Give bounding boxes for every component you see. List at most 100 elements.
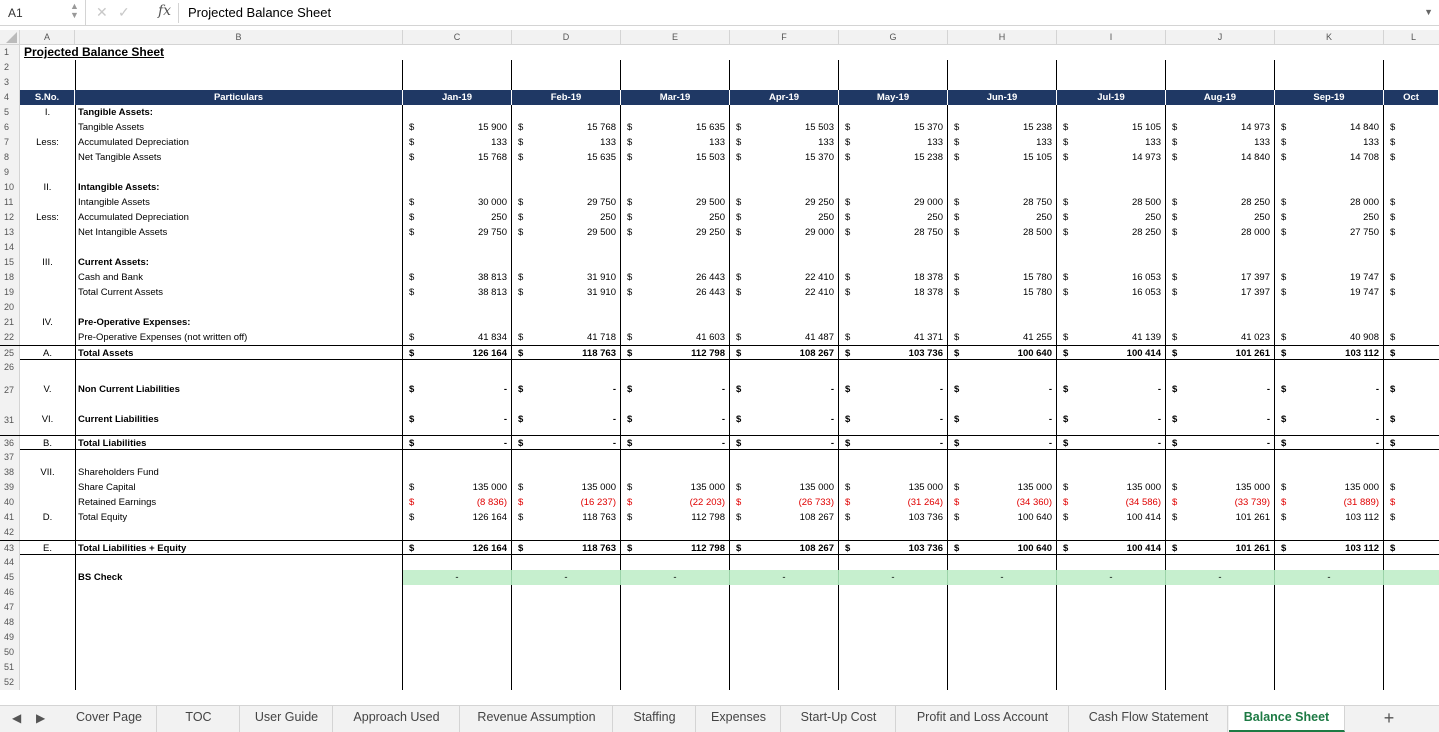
empty-cell[interactable] [1275, 600, 1384, 615]
row-number[interactable]: 13 [0, 225, 20, 240]
empty-cell[interactable] [621, 525, 730, 540]
value-cell[interactable]: 16 053 [1077, 285, 1166, 300]
value-cell[interactable]: 15 238 [859, 150, 948, 165]
empty-cell[interactable] [403, 255, 512, 270]
empty-cell[interactable] [512, 450, 621, 465]
empty-cell[interactable] [403, 660, 512, 675]
value-cell[interactable]: 250 [750, 210, 839, 225]
value-cell[interactable]: - [968, 436, 1057, 451]
confirm-check-icon[interactable]: ✓ [118, 4, 130, 20]
empty-cell[interactable] [1275, 525, 1384, 540]
empty-cell[interactable] [839, 105, 948, 120]
value-cell[interactable]: (33 739) [1186, 495, 1275, 510]
empty-cell[interactable] [1166, 60, 1275, 75]
particulars-cell[interactable]: Intangible Assets [75, 195, 403, 210]
empty-cell[interactable] [948, 465, 1057, 480]
empty-cell[interactable] [1166, 255, 1275, 270]
row-number[interactable]: 44 [0, 555, 20, 570]
empty-cell[interactable] [1057, 75, 1166, 90]
value-cell[interactable]: 22 410 [750, 285, 839, 300]
row-number[interactable]: 38 [0, 465, 20, 480]
value-cell[interactable]: 108 267 [750, 541, 839, 556]
sheet-tab[interactable]: Profit and Loss Account [897, 706, 1069, 732]
value-cell[interactable]: 103 112 [1295, 346, 1384, 361]
empty-cell[interactable] [403, 315, 512, 330]
row-number[interactable]: 5 [0, 105, 20, 120]
row-number[interactable]: 46 [0, 585, 20, 600]
value-cell[interactable]: 15 635 [532, 150, 621, 165]
empty-cell[interactable] [621, 105, 730, 120]
value-cell[interactable]: 15 105 [968, 150, 1057, 165]
empty-cell[interactable] [839, 240, 948, 255]
row-number[interactable]: 43 [0, 541, 20, 556]
scroll-tabs-left-icon[interactable]: ◀ [12, 711, 22, 725]
particulars-cell[interactable] [75, 360, 403, 375]
empty-cell[interactable] [730, 630, 839, 645]
empty-cell[interactable] [730, 75, 839, 90]
value-cell[interactable]: 15 503 [641, 150, 730, 165]
add-sheet-button[interactable]: + [1383, 708, 1395, 728]
empty-cell[interactable] [948, 360, 1057, 375]
empty-cell[interactable] [1166, 585, 1275, 600]
empty-cell[interactable] [512, 180, 621, 195]
value-cell[interactable]: - [1295, 405, 1384, 435]
value-cell[interactable]: - [750, 405, 839, 435]
value-cell[interactable]: 15 780 [968, 285, 1057, 300]
empty-cell[interactable] [948, 165, 1057, 180]
empty-cell[interactable] [512, 165, 621, 180]
empty-cell[interactable] [1166, 645, 1275, 660]
header-sno[interactable]: S.No. [20, 90, 75, 105]
value-cell[interactable]: 108 267 [750, 346, 839, 361]
value-cell[interactable]: 22 410 [750, 270, 839, 285]
empty-cell[interactable] [948, 660, 1057, 675]
particulars-cell[interactable]: Accumulated Depreciation [75, 135, 403, 150]
row-number[interactable]: 7 [0, 135, 20, 150]
empty-cell[interactable] [1166, 630, 1275, 645]
value-cell[interactable]: 28 500 [1077, 195, 1166, 210]
empty-cell[interactable] [403, 450, 512, 465]
empty-cell[interactable] [403, 240, 512, 255]
name-box[interactable]: A1 ▲ ▼ [0, 0, 86, 26]
empty-cell[interactable] [1057, 675, 1166, 690]
empty-cell[interactable] [1057, 555, 1166, 570]
particulars-cell[interactable]: Total Current Assets [75, 285, 403, 300]
particulars-cell[interactable]: Non Current Liabilities [75, 375, 403, 405]
value-cell[interactable]: 100 640 [968, 510, 1057, 525]
value-cell[interactable]: 103 112 [1295, 510, 1384, 525]
value-cell[interactable]: 14 840 [1186, 150, 1275, 165]
bs-check-cell[interactable]: - [512, 570, 621, 585]
empty-cell[interactable] [839, 615, 948, 630]
sno-cell[interactable]: D. [42, 512, 53, 523]
empty-cell[interactable] [948, 600, 1057, 615]
sno-cell[interactable]: B. [43, 438, 52, 449]
value-cell[interactable]: 19 747 [1295, 285, 1384, 300]
value-cell[interactable]: - [641, 375, 730, 405]
empty-cell[interactable] [621, 165, 730, 180]
empty-cell[interactable] [1275, 255, 1384, 270]
empty-cell[interactable] [730, 255, 839, 270]
empty-cell[interactable] [512, 240, 621, 255]
particulars-cell[interactable] [75, 615, 403, 630]
value-cell[interactable]: 135 000 [532, 480, 621, 495]
row-number[interactable]: 11 [0, 195, 20, 210]
value-cell[interactable]: 28 000 [1295, 195, 1384, 210]
value-cell[interactable]: 29 750 [532, 195, 621, 210]
empty-cell[interactable] [948, 555, 1057, 570]
value-cell[interactable]: 17 397 [1186, 270, 1275, 285]
header-month[interactable]: Mar-19 [621, 90, 730, 105]
sheet-tab[interactable]: Start-Up Cost [782, 706, 896, 732]
empty-cell[interactable] [512, 585, 621, 600]
sno-cell[interactable]: V. [43, 384, 52, 395]
empty-cell[interactable] [839, 75, 948, 90]
row-number[interactable]: 31 [0, 405, 20, 435]
row-number[interactable]: 37 [0, 450, 20, 465]
empty-cell[interactable] [403, 615, 512, 630]
value-cell[interactable]: 250 [1077, 210, 1166, 225]
value-cell[interactable]: - [859, 405, 948, 435]
value-cell[interactable]: 15 768 [532, 120, 621, 135]
value-cell[interactable]: 15 503 [750, 120, 839, 135]
bs-check-cell[interactable]: - [1057, 570, 1166, 585]
empty-cell[interactable] [1166, 660, 1275, 675]
value-cell[interactable]: (34 360) [968, 495, 1057, 510]
value-cell[interactable]: 18 378 [859, 285, 948, 300]
